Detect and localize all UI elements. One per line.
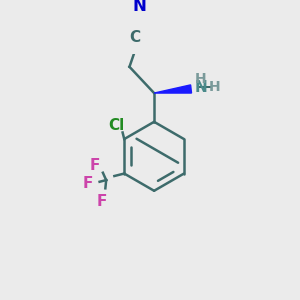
Text: F: F [89, 158, 100, 173]
Text: F: F [97, 194, 107, 209]
Text: F: F [83, 176, 93, 191]
Text: C: C [129, 30, 140, 45]
Text: H: H [194, 72, 206, 86]
Text: N: N [194, 80, 207, 95]
Text: N: N [132, 0, 146, 15]
Text: H: H [209, 80, 221, 94]
Text: Cl: Cl [108, 118, 124, 134]
Polygon shape [154, 85, 191, 93]
